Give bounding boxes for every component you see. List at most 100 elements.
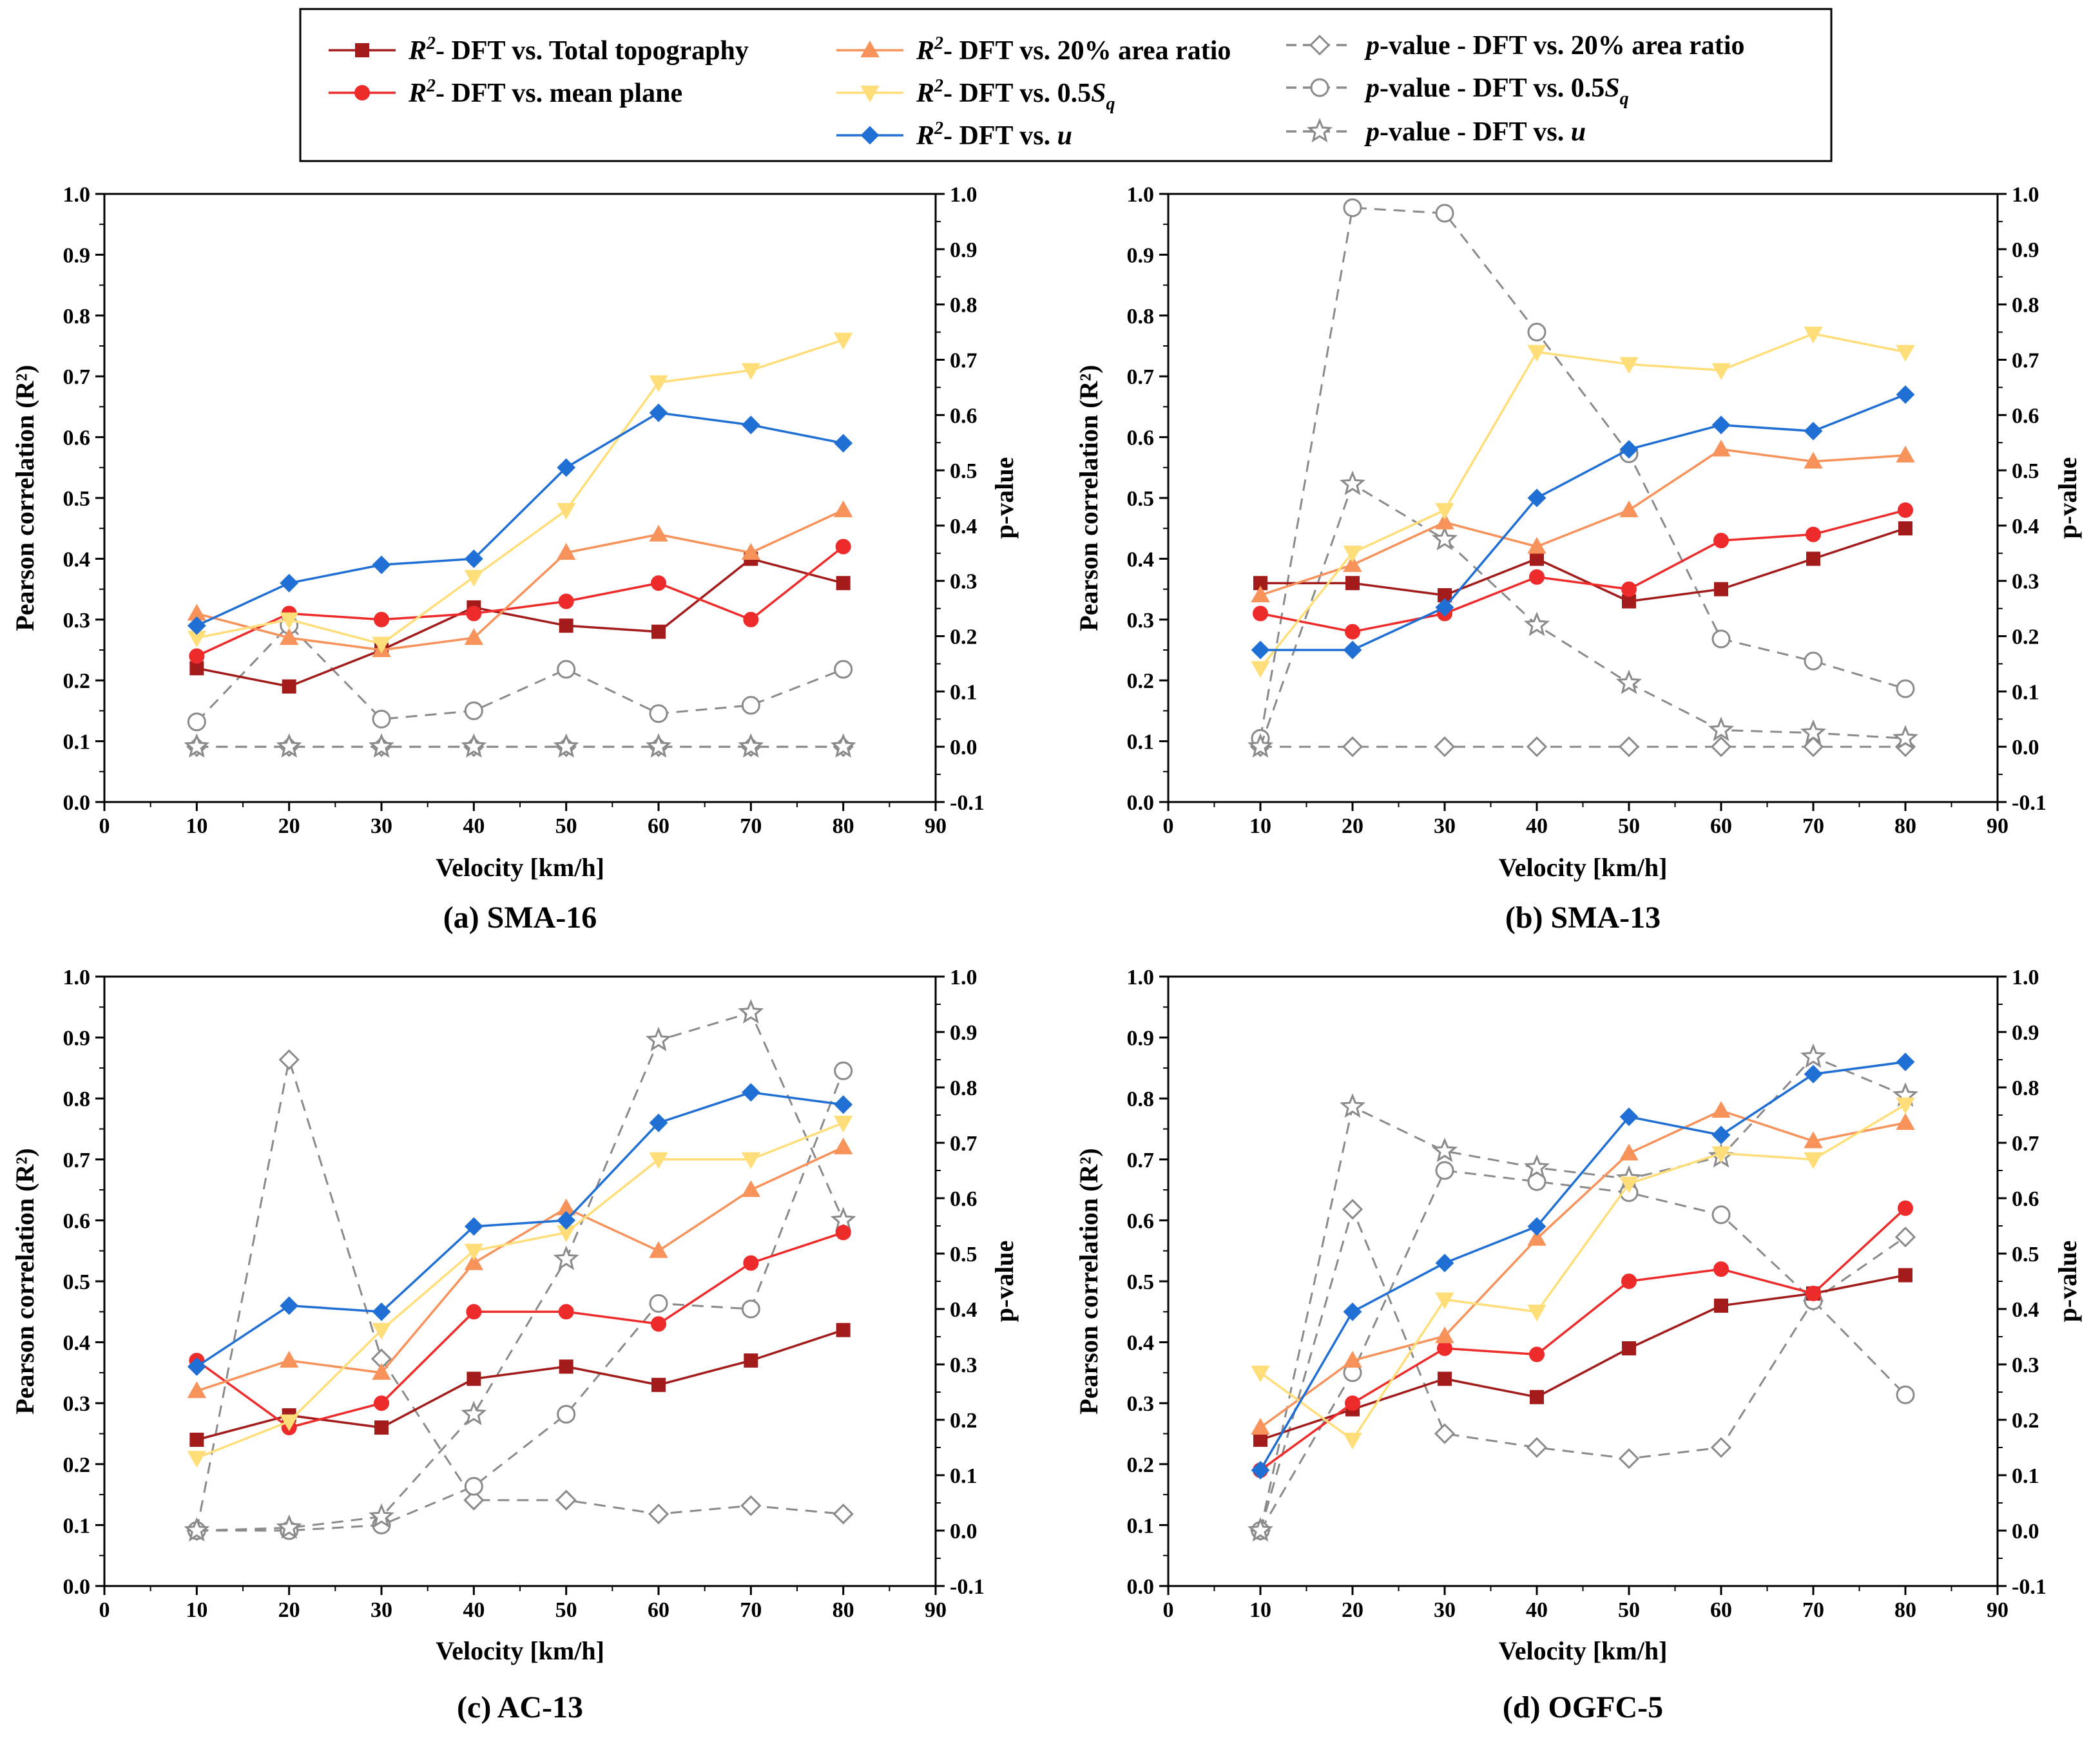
- y-tick-label: 0.2: [1127, 1453, 1155, 1477]
- y2-tick-label: 0.2: [950, 626, 978, 649]
- data-point-u: [1619, 1107, 1639, 1126]
- data-point-p_u: [1339, 1093, 1366, 1118]
- data-point-sq: [556, 502, 576, 520]
- data-point-total_topography: [1438, 1371, 1452, 1386]
- legend-label-var: u: [1057, 121, 1072, 151]
- data-point-total_topography: [1530, 551, 1544, 566]
- series-sq: [1251, 327, 1915, 678]
- x-tick-label: 90: [925, 1598, 947, 1622]
- data-point-u: [1896, 1053, 1915, 1071]
- y2-tick-label: 0.0: [2012, 736, 2039, 760]
- x-tick-label: 70: [740, 814, 762, 838]
- data-point-p_sq: [1527, 323, 1546, 342]
- data-point-p_area: [463, 1489, 485, 1511]
- data-point-p_u: [1247, 1516, 1274, 1542]
- y-tick-label: 0.5: [1127, 487, 1155, 511]
- y2-tick-label: 0.8: [2012, 294, 2039, 318]
- x-tick-label: 60: [648, 814, 669, 838]
- legend-label-text: - DFT vs. mean plane: [436, 79, 682, 108]
- data-point-u: [372, 555, 391, 575]
- y-tick-label: 0.1: [1127, 1514, 1155, 1538]
- x-tick-label: 80: [833, 814, 854, 838]
- data-point-total_topography: [836, 576, 851, 591]
- data-point-p_u: [645, 1026, 672, 1051]
- data-point-mean_plane: [1253, 606, 1268, 622]
- y-tick-label: 0.5: [63, 487, 91, 511]
- data-point-mean_plane: [558, 593, 574, 609]
- series-mean_plane: [189, 539, 851, 664]
- data-point-sq: [464, 569, 484, 587]
- y-tick-label: 0.0: [1127, 1575, 1155, 1599]
- series-u: [187, 1083, 853, 1376]
- plot-frame: [103, 975, 937, 1587]
- y-tick-label: 0.9: [63, 1027, 91, 1051]
- data-point-total_topography: [1806, 551, 1820, 566]
- data-point-sq: [1804, 1152, 1823, 1169]
- data-point-p_sq: [464, 1476, 483, 1496]
- data-point-mean_plane: [374, 1395, 389, 1411]
- data-point-p_u: [1339, 470, 1366, 495]
- data-point-area_ratio: [187, 1381, 207, 1399]
- data-point-p_u: [1523, 611, 1550, 636]
- series-line-sq: [1259, 332, 1906, 669]
- data-point-sq: [372, 1323, 391, 1340]
- y2-tick-label: -0.1: [2012, 791, 2047, 815]
- data-point-p_u: [830, 733, 856, 758]
- series-u: [1251, 385, 1915, 660]
- y-axis-label: Pearson correlation (R²): [10, 365, 39, 631]
- y-tick-label: 0.3: [63, 1392, 91, 1416]
- y2-tick-label: 0.0: [950, 736, 978, 760]
- legend-label-text: -value - DFT vs. 20% area ratio: [1380, 31, 1745, 61]
- x-tick-label: 20: [278, 814, 300, 838]
- panel-3: 0 10 20 30 40 50 60 70 80 90 0.0 0.1 0.2 0.3 0.4 0.5 0.6…: [10, 966, 1019, 1725]
- y-tick-label: 1.0: [63, 966, 91, 989]
- y2-tick-label: 0.2: [2012, 626, 2039, 649]
- data-point-mean_plane: [835, 539, 851, 555]
- legend-label-prefix: R: [408, 36, 427, 66]
- x-axis-label: Velocity [km/h]: [436, 1636, 604, 1665]
- series-sq: [187, 332, 853, 654]
- data-point-p_sq: [649, 704, 668, 723]
- data-point-p_area: [1434, 736, 1456, 758]
- data-point-p_u: [368, 733, 395, 758]
- data-point-p_u: [276, 1514, 302, 1539]
- series-line-p_u: [197, 1011, 845, 1532]
- x-tick-label: 60: [1710, 1598, 1732, 1622]
- data-point-mean_plane: [374, 611, 389, 627]
- data-point-area_ratio: [1527, 1228, 1546, 1246]
- x-tick-label: 0: [99, 814, 110, 838]
- data-point-area_ratio: [1804, 452, 1823, 469]
- data-point-mean_plane: [1898, 1200, 1913, 1216]
- y2-tick-label: 0.5: [950, 1243, 978, 1266]
- y-axis-label: Pearson correlation (R²): [10, 1148, 39, 1414]
- x-tick-label: 80: [1894, 814, 1916, 838]
- legend-label-prefix: R: [408, 79, 427, 108]
- series-u: [1251, 1053, 1915, 1480]
- data-point-sq: [833, 332, 853, 350]
- series-line-total_topography: [196, 1329, 844, 1441]
- data-point-sq: [279, 1414, 299, 1431]
- legend-label-text: - DFT vs. 20% area ratio: [943, 36, 1231, 66]
- y2-tick-label: 0.0: [2012, 1520, 2039, 1543]
- data-point-p_area: [1710, 1437, 1732, 1458]
- data-point-area_ratio: [1435, 512, 1454, 530]
- series-line-u: [1259, 1060, 1906, 1471]
- data-point-sq: [1435, 1292, 1454, 1310]
- y-tick-label: 0.5: [1127, 1270, 1155, 1294]
- data-point-total_topography: [744, 1353, 758, 1368]
- x-tick-label: 90: [1987, 1598, 2008, 1622]
- legend-label-text: - DFT vs.: [943, 121, 1057, 151]
- data-point-mean_plane: [1529, 569, 1545, 585]
- legend-label: R2- DFT vs. 20% area ratio: [916, 33, 1231, 66]
- data-point-u: [649, 1113, 668, 1132]
- legend-label-var: S: [1604, 73, 1619, 103]
- panels: 0 10 20 30 40 50 60 70 80 90 0.0 0.1 0.2 0.3 0.4 0.5 0.6…: [10, 183, 2082, 1725]
- y2-tick-label: 1.0: [2012, 183, 2039, 207]
- y2-tick-label: 0.8: [950, 1076, 978, 1100]
- data-point-mean_plane: [1621, 581, 1637, 597]
- y-tick-label: 0.4: [1127, 548, 1155, 571]
- y-tick-label: 0.6: [1127, 1209, 1155, 1233]
- data-point-p_area: [1526, 1437, 1548, 1458]
- data-point-p_area: [1434, 1423, 1456, 1444]
